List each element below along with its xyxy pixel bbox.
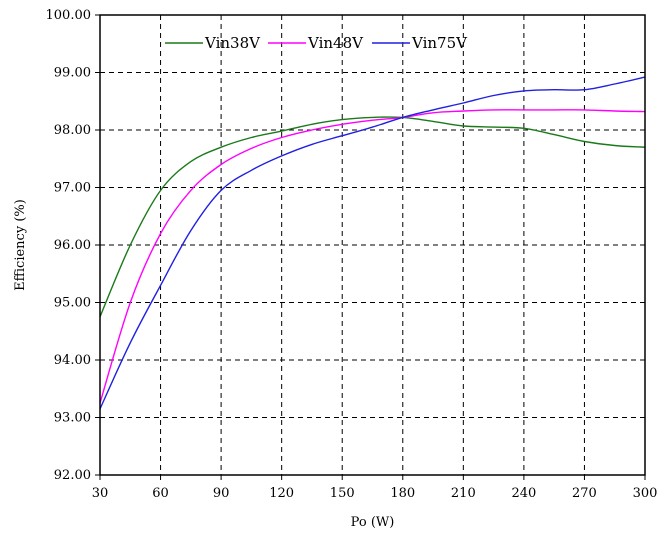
x-tick-label: 210 <box>451 486 476 501</box>
y-tick-label: 97.00 <box>54 181 91 196</box>
series-line-vin48v <box>99 109 646 404</box>
axis-ticks: 30 60 90 120 150 180 210 240 270 300 92.00 93.00 94.… <box>46 8 658 501</box>
y-tick-label: 92.00 <box>54 468 91 483</box>
legend-label-vin38v: Vin38V <box>204 34 261 52</box>
y-tick-label: 100.00 <box>46 8 92 23</box>
series-lines <box>99 76 646 410</box>
x-axis-title: Po (W) <box>351 515 395 530</box>
y-tick-label: 96.00 <box>54 238 91 253</box>
legend-label-vin75v: Vin75V <box>411 34 468 52</box>
series-line-vin75v <box>99 76 646 410</box>
grid-lines <box>100 15 645 475</box>
x-tick-label: 240 <box>511 486 536 501</box>
x-tick-label: 120 <box>269 486 294 501</box>
x-tick-label: 180 <box>390 486 415 501</box>
y-tick-label: 94.00 <box>54 353 91 368</box>
legend: Vin38V Vin48V Vin75V <box>165 34 468 52</box>
y-tick-label: 95.00 <box>54 296 91 311</box>
x-tick-label: 150 <box>330 486 355 501</box>
y-axis-title: Efficiency (%) <box>13 199 28 291</box>
y-tick-label: 98.00 <box>54 123 91 138</box>
x-tick-label: 300 <box>633 486 658 501</box>
y-tick-label: 99.00 <box>54 66 91 81</box>
y-tick-label: 93.00 <box>54 411 91 426</box>
series-line-vin38v <box>99 116 646 318</box>
x-tick-label: 270 <box>572 486 597 501</box>
legend-label-vin48v: Vin48V <box>307 34 364 52</box>
x-tick-label: 90 <box>213 486 230 501</box>
x-tick-label: 60 <box>152 486 169 501</box>
x-tick-label: 30 <box>92 486 109 501</box>
